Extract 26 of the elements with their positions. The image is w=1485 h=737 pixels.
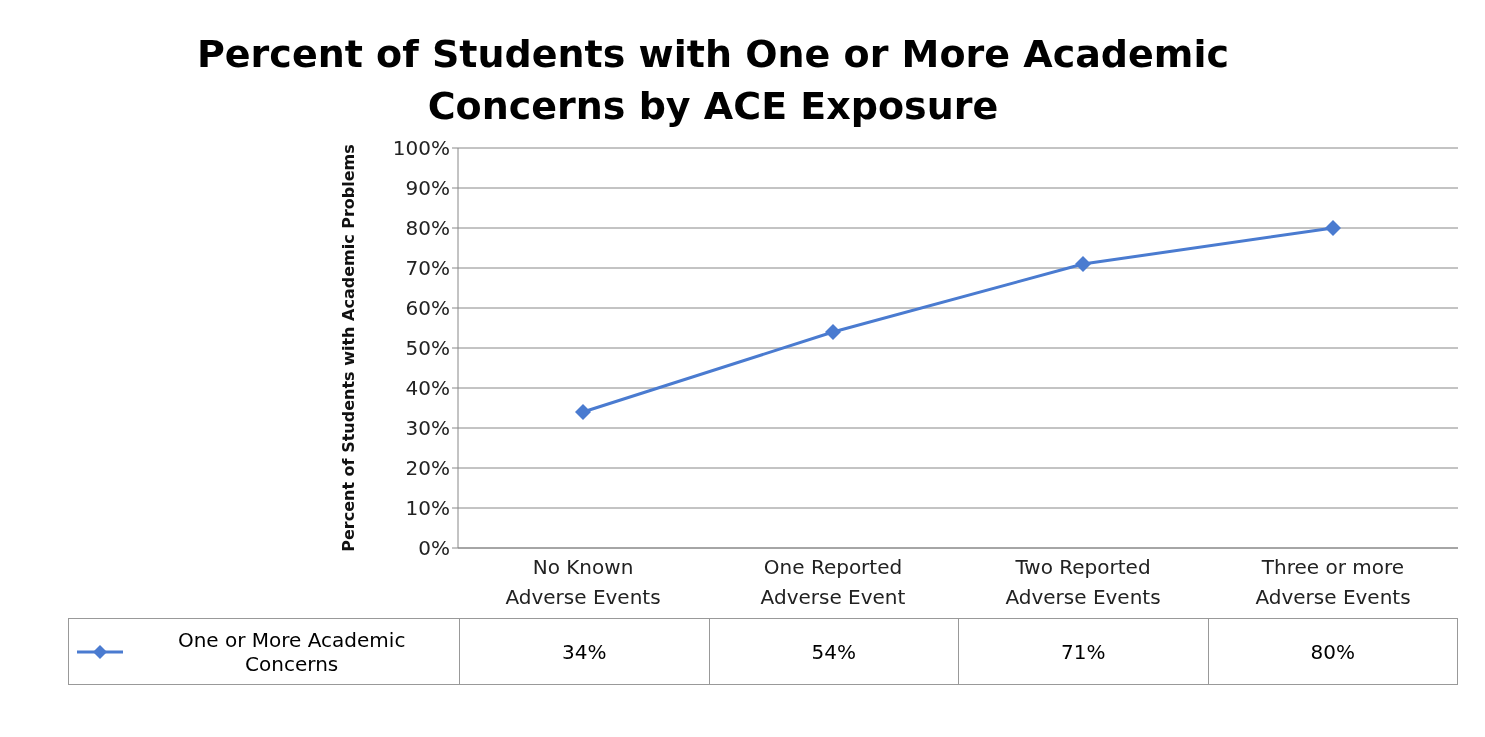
x-tick-label: No Known Adverse Events (505, 555, 661, 609)
y-tick-label: 10% (405, 496, 450, 521)
y-tick-label: 40% (405, 376, 450, 401)
y-axis-title: Percent of Students with Academic Problems (338, 144, 358, 552)
point (825, 324, 841, 340)
y-tick-label: 0% (418, 536, 450, 561)
y-tick-label: 20% (405, 456, 450, 481)
x-tick-label: Three or more Adverse Events (1255, 555, 1411, 609)
data-label: 34% (459, 618, 709, 685)
point (1325, 220, 1341, 236)
y-tick-label: 90% (405, 176, 450, 201)
data-label: 71% (958, 618, 1208, 685)
y-tick-label: 70% (405, 256, 450, 281)
point (575, 404, 591, 420)
y-tick-label: 60% (405, 296, 450, 321)
y-tick-label: 100% (392, 136, 450, 161)
y-tick-label: 30% (405, 416, 450, 441)
data-label: 54% (709, 618, 959, 685)
y-tick-label: 50% (405, 336, 450, 361)
point (1075, 256, 1091, 272)
text: One or More Academic Concerns (176, 627, 407, 676)
x-tick-label: Two Reported Adverse Events (1005, 555, 1161, 609)
x-tick-label: One Reported Adverse Event (760, 555, 906, 609)
chart-title: Percent of Students with One or More Academic Concerns by ACE Exposure (196, 31, 1230, 130)
data-label: 80% (1208, 618, 1458, 685)
y-tick-label: 80% (405, 216, 450, 241)
